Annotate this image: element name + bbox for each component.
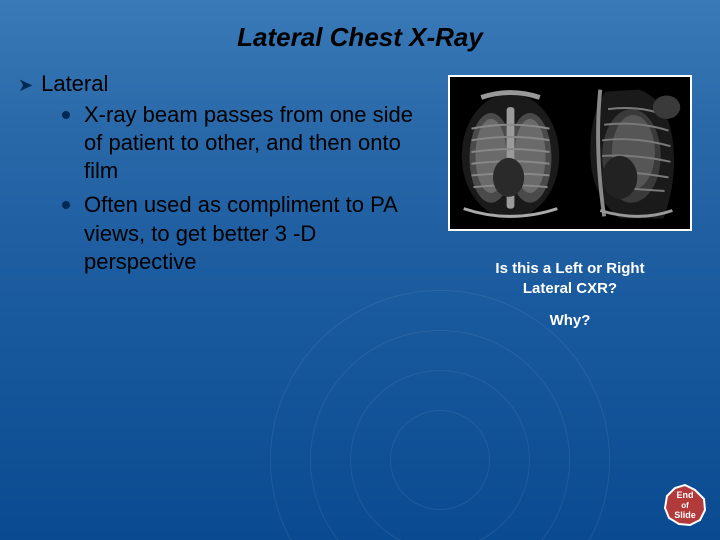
end-of-slide-badge: End of Slide (664, 484, 706, 526)
content-row: ➤ Lateral X-ray beam passes from one sid… (0, 71, 720, 329)
chevron-icon: ➤ (18, 75, 33, 96)
xray-lateral-view (571, 79, 688, 227)
xray-figure (448, 75, 692, 231)
badge-text-1: End (677, 490, 694, 500)
text-column: ➤ Lateral X-ray beam passes from one sid… (18, 71, 440, 329)
sub-bullet: Often used as compliment to PA views, to… (62, 191, 430, 275)
slide-title: Lateral Chest X-Ray (0, 0, 720, 71)
question-caption: Is this a Left or Right Lateral CXR? (470, 259, 670, 298)
image-column: Is this a Left or Right Lateral CXR? Why… (440, 71, 700, 329)
xray-pa-view (452, 79, 569, 227)
sub-bullet-list: X-ray beam passes from one side of patie… (18, 101, 430, 276)
main-bullet: ➤ Lateral (18, 71, 430, 97)
sub-bullet: X-ray beam passes from one side of patie… (62, 101, 430, 185)
svg-text:of: of (681, 501, 689, 510)
main-bullet-label: Lateral (41, 71, 108, 97)
why-caption: Why? (550, 312, 591, 329)
svg-text:Slide: Slide (674, 510, 696, 520)
